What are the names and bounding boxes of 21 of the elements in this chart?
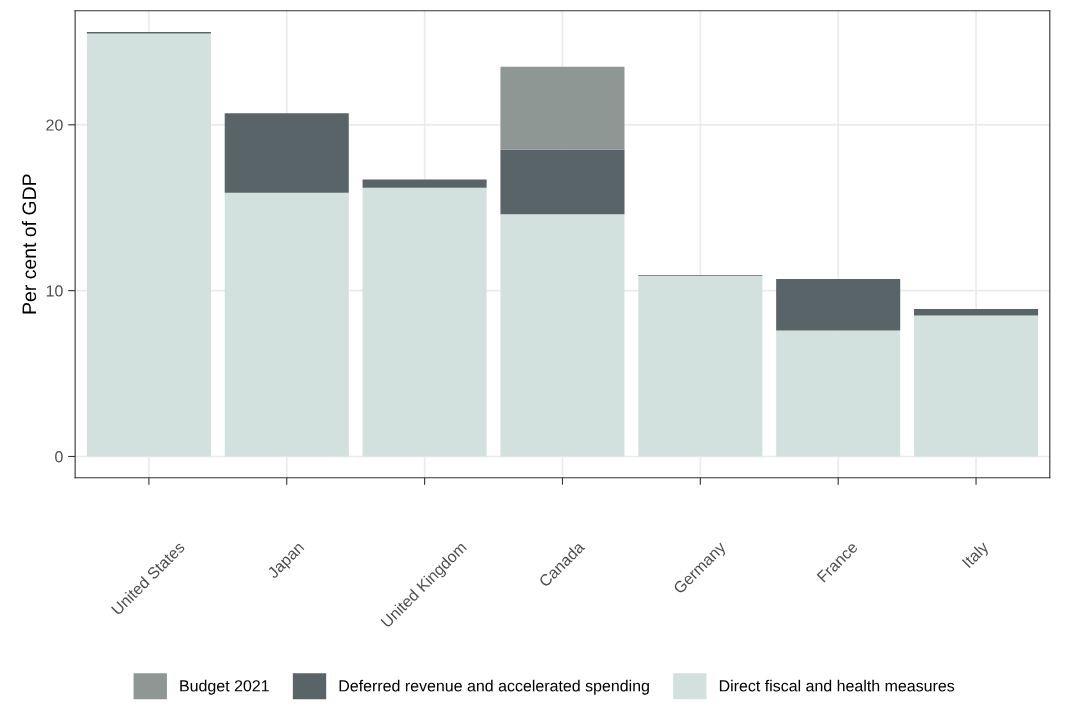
bar xyxy=(362,187,487,457)
bar xyxy=(500,214,625,457)
legend-label: Budget 2021 xyxy=(180,679,269,695)
bar xyxy=(224,192,349,457)
bar xyxy=(86,33,211,457)
bar xyxy=(776,330,901,457)
y-tick-label: 10 xyxy=(46,285,63,297)
bar xyxy=(914,315,1039,457)
y-axis-title: Per cent of GDP xyxy=(21,174,37,314)
x-tick-label: Italy xyxy=(961,540,992,571)
bar xyxy=(638,275,763,457)
y-tick-label: 20 xyxy=(46,119,63,131)
bar xyxy=(914,308,1039,316)
y-tick-label: 0 xyxy=(55,451,63,463)
bar xyxy=(500,66,625,150)
bar xyxy=(776,279,901,331)
legend-label: Deferred revenue and accelerated spending xyxy=(339,679,649,695)
bar xyxy=(362,179,487,188)
legend-label: Direct fiscal and health measures xyxy=(719,679,955,692)
bar xyxy=(500,149,625,215)
bar xyxy=(224,113,349,193)
